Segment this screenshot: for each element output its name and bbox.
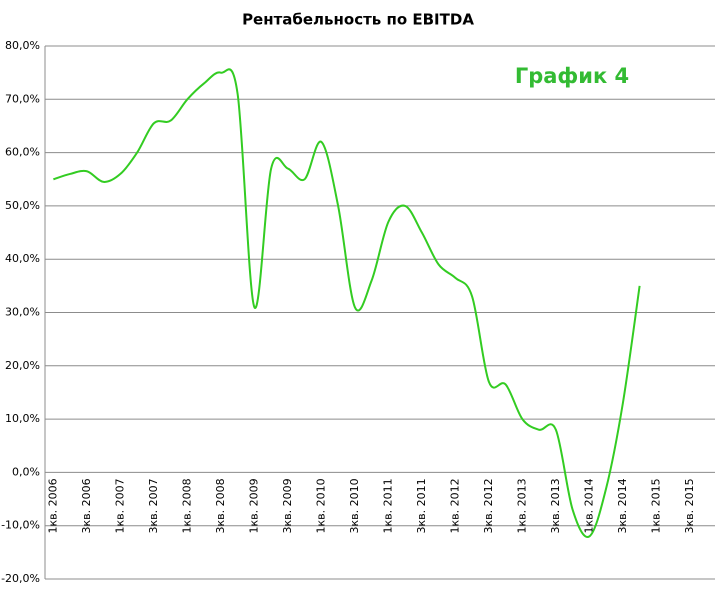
x-tick-label: 1кв. 2009 xyxy=(247,478,260,533)
y-tick-label: 30,0% xyxy=(5,306,40,319)
x-tick-label: 3кв. 2007 xyxy=(147,478,160,533)
x-tick-label: 1кв. 2014 xyxy=(582,478,595,533)
y-tick-label: -20,0% xyxy=(1,572,40,585)
x-tick-label: 3кв. 2008 xyxy=(214,478,227,533)
annotation: График 4 xyxy=(515,64,629,88)
x-tick-label: 3кв. 2014 xyxy=(616,478,629,533)
y-tick-label: 20,0% xyxy=(5,359,40,372)
x-tick-label: 1кв. 2012 xyxy=(448,478,461,533)
y-tick-label: -10,0% xyxy=(1,519,40,532)
x-tick-label: 3кв. 2009 xyxy=(281,478,294,533)
x-tick-label: 1кв. 2006 xyxy=(46,478,59,533)
x-tick-label: 3кв. 2006 xyxy=(80,478,93,533)
x-tick-label: 1кв. 2013 xyxy=(515,478,528,533)
y-tick-label: 50,0% xyxy=(5,199,40,212)
x-tick-label: 1кв. 2010 xyxy=(314,478,327,533)
x-tick-label: 1кв. 2015 xyxy=(649,478,662,533)
y-tick-label: 60,0% xyxy=(5,146,40,159)
line xyxy=(53,68,641,538)
x-tick-label: 3кв. 2013 xyxy=(549,478,562,533)
x-tick-label: 3кв. 2012 xyxy=(482,478,495,533)
chart-title: Рентабельность по EBITDA xyxy=(242,11,474,29)
x-tick-label: 1кв. 2007 xyxy=(113,478,126,533)
y-tick-label: 0,0% xyxy=(12,465,40,478)
x-tick-label: 1кв. 2011 xyxy=(381,478,394,533)
y-tick-label: 80,0% xyxy=(5,39,40,52)
x-tick-label: 3кв. 2015 xyxy=(683,478,696,533)
y-tick-label: 10,0% xyxy=(5,412,40,425)
y-tick-label: 70,0% xyxy=(5,92,40,105)
y-tick-label: 40,0% xyxy=(5,252,40,265)
x-tick-label: 3кв. 2010 xyxy=(348,478,361,533)
x-tick-label: 1кв. 2008 xyxy=(180,478,193,533)
x-tick-label: 3кв. 2011 xyxy=(415,478,428,533)
